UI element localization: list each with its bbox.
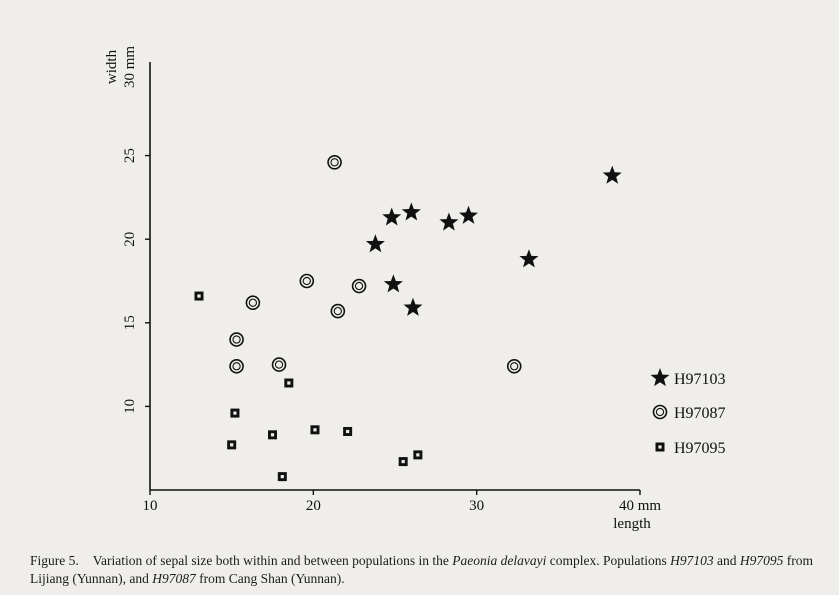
- ring-inner: [510, 362, 519, 371]
- caption-pop3: H97087: [152, 571, 196, 586]
- legend-item-H97103: H97103: [650, 368, 726, 388]
- data-point: [403, 297, 423, 316]
- legend-label: H97087: [674, 405, 726, 422]
- caption-pop2: H97095: [739, 553, 784, 568]
- legend-item-H97095: H97095: [655, 440, 726, 457]
- caption-text-5: from Cang Shan (Yunnan).: [195, 571, 345, 586]
- legend-marker: [652, 404, 668, 420]
- caption-text-2: complex. Populations: [546, 553, 671, 568]
- y-unit-label: 30 mm: [122, 46, 138, 88]
- data-point: [245, 295, 261, 311]
- data-point: [194, 291, 204, 301]
- legend-item-H97087: H97087: [652, 404, 726, 422]
- legend-marker: [650, 368, 670, 387]
- data-point: [271, 357, 287, 372]
- square-inner: [658, 445, 662, 449]
- ring-outer: [229, 358, 244, 374]
- data-point: [268, 430, 277, 440]
- data-marks: [194, 154, 622, 482]
- ring-inner: [232, 335, 241, 344]
- data-point: [382, 207, 402, 226]
- x-axis-label: length: [613, 516, 651, 532]
- square-inner: [313, 428, 317, 432]
- ring-inner: [302, 276, 311, 286]
- ring-outer: [245, 295, 261, 311]
- data-point: [351, 278, 367, 294]
- square-inner: [346, 429, 350, 434]
- series-H97095: [194, 291, 423, 482]
- data-point: [229, 332, 244, 347]
- y-tick-label: 20: [122, 232, 138, 247]
- x-unit-label: 40 mm: [619, 498, 661, 514]
- data-point: [519, 249, 539, 268]
- scatter-chart: 10 20 30 40 mm length 10 15 20 25 30 mm width H971…: [104, 46, 726, 532]
- data-point: [365, 234, 385, 253]
- series-H97087: [229, 154, 522, 374]
- data-point: [229, 358, 244, 374]
- ring-outer: [299, 273, 315, 289]
- legend-marker: [655, 442, 665, 452]
- y-tick-label: 15: [122, 315, 138, 330]
- ring-inner: [274, 360, 284, 369]
- data-point: [343, 426, 353, 436]
- square-inner: [280, 475, 284, 479]
- caption-text-4: from Lijiang (Yunnan), and: [30, 553, 814, 586]
- data-point: [330, 303, 346, 319]
- square-inner: [197, 294, 201, 298]
- data-point: [401, 202, 421, 221]
- square-inner: [416, 453, 420, 457]
- legend-label: H97095: [674, 440, 726, 457]
- ring-inner: [330, 158, 339, 167]
- data-point: [439, 212, 459, 231]
- ring-inner: [655, 407, 665, 417]
- ring-outer: [506, 358, 522, 374]
- data-point: [506, 358, 522, 374]
- y-tick-label: 10: [122, 399, 138, 414]
- ring-outer: [229, 332, 244, 347]
- figure-caption: Figure 5. Variation of sepal size both wi…: [30, 552, 830, 588]
- legend: H97103 H97087 H97095: [650, 368, 726, 457]
- series-H97103: [365, 165, 622, 316]
- square-inner: [233, 411, 237, 415]
- x-tick-label: 20: [306, 498, 321, 514]
- ring-inner: [354, 281, 364, 291]
- caption-text-1: Variation of sepal size both within and …: [92, 553, 453, 568]
- y-tick-label: 25: [122, 148, 138, 163]
- ring-outer: [330, 303, 346, 319]
- data-point: [383, 274, 403, 293]
- square-inner: [230, 443, 234, 447]
- data-point: [230, 408, 240, 418]
- data-point: [398, 457, 408, 467]
- caption-label: Figure 5.: [30, 553, 79, 568]
- ring-inner: [232, 362, 241, 371]
- caption-pop1: H97103: [670, 553, 714, 568]
- data-point: [458, 205, 479, 224]
- square-inner: [287, 381, 291, 385]
- legend-label: H97103: [674, 371, 726, 388]
- data-point: [413, 450, 423, 460]
- square-inner: [270, 433, 275, 437]
- x-tick-label: 10: [143, 498, 158, 514]
- ring-inner: [248, 298, 258, 307]
- ring-outer: [351, 278, 367, 294]
- caption-species: Paeonia delavayi: [452, 553, 547, 568]
- ring-inner: [333, 306, 342, 316]
- data-point: [327, 154, 342, 170]
- data-point: [299, 273, 315, 289]
- x-tick-label: 30: [469, 498, 484, 514]
- ring-outer: [327, 154, 342, 170]
- data-point: [602, 165, 622, 184]
- data-point: [310, 425, 320, 435]
- data-point: [227, 440, 237, 450]
- data-point: [277, 472, 287, 482]
- data-point: [284, 378, 294, 388]
- ring-outer: [652, 404, 668, 420]
- caption-text-3: and: [713, 553, 740, 568]
- y-axis-label: width: [104, 49, 120, 84]
- ring-outer: [271, 357, 287, 372]
- square-inner: [401, 459, 405, 464]
